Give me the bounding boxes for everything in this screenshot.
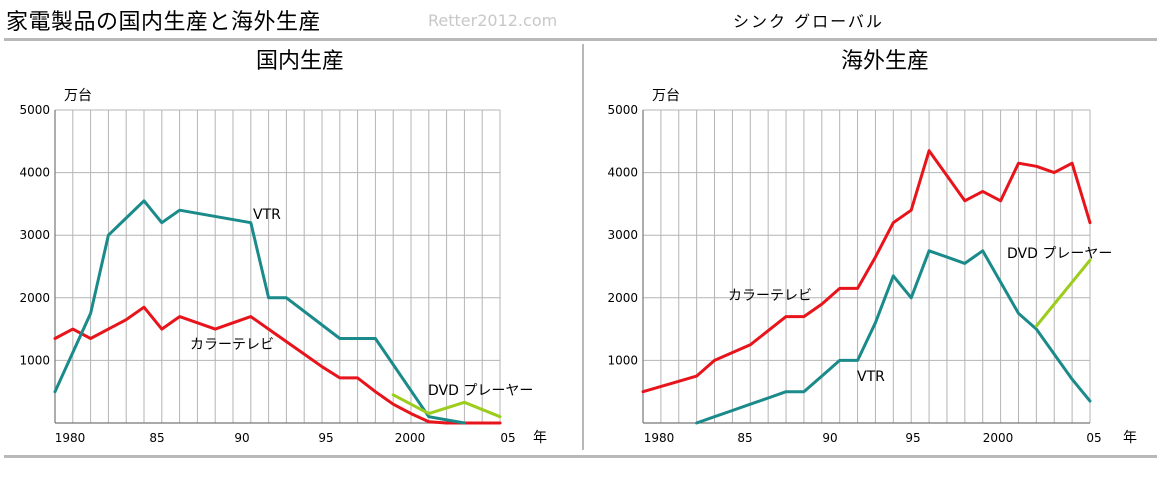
y-tick-label: 4000 [607, 166, 638, 180]
x-tick-label: 2000 [983, 431, 1014, 445]
series-line-3 [1036, 260, 1090, 326]
series-label: カラーテレビ [190, 337, 274, 353]
series-label: VTR [253, 207, 281, 223]
y-tick-label: 3000 [19, 228, 50, 242]
y-tick-label: 2000 [19, 291, 50, 305]
chart-title: 海外生産 [841, 49, 929, 74]
series-label: DVD プレーヤー [1007, 246, 1112, 262]
x-tick-label: 90 [234, 431, 249, 445]
x-tick-label: 90 [822, 431, 837, 445]
series-label: DVD プレーヤー [428, 383, 533, 399]
y-tick-label: 3000 [607, 228, 638, 242]
series-line-2 [55, 201, 464, 423]
series-line-1 [643, 151, 1090, 392]
series-label: カラーテレビ [728, 288, 812, 304]
x-tick-label: 2000 [395, 431, 426, 445]
x-tick-label: 85 [737, 431, 752, 445]
x-tick-label: 95 [318, 431, 333, 445]
y-tick-label: 4000 [19, 166, 50, 180]
x-axis-label: 年 [1123, 430, 1137, 446]
y-axis-label: 万台 [652, 88, 680, 104]
x-tick-label: 05 [500, 431, 515, 445]
series-line-1 [55, 307, 500, 423]
x-tick-label: 1980 [644, 431, 675, 445]
x-tick-label: 1980 [55, 431, 86, 445]
x-axis-label: 年 [533, 430, 547, 446]
x-tick-label: 95 [905, 431, 920, 445]
y-tick-label: 2000 [607, 291, 638, 305]
x-tick-label: 85 [149, 431, 164, 445]
y-tick-label: 1000 [19, 353, 50, 367]
series-label: VTR [857, 369, 885, 385]
chart-title: 国内生産 [256, 49, 344, 74]
y-tick-label: 5000 [607, 103, 638, 117]
x-tick-label: 05 [1086, 431, 1101, 445]
y-tick-label: 1000 [607, 353, 638, 367]
y-axis-label: 万台 [64, 88, 92, 104]
y-tick-label: 5000 [19, 103, 50, 117]
